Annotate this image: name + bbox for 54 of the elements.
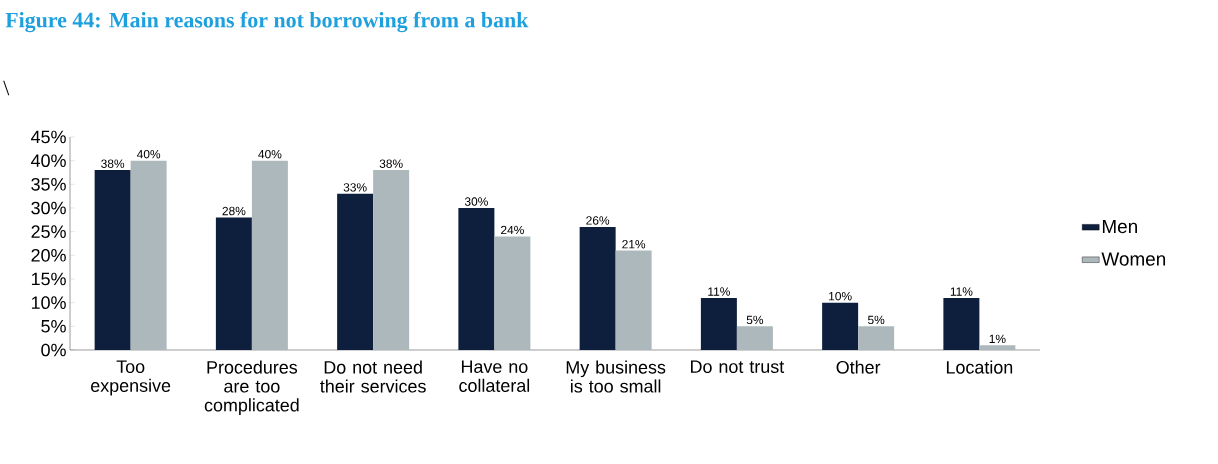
data-label: 11% [950,287,973,296]
bar [579,226,616,350]
y-tick-label: 0% [41,343,66,357]
data-label: 38% [101,159,125,168]
x-tick-label: My business is too small [566,360,666,393]
bar [130,160,167,350]
data-label: 10% [829,291,852,301]
data-label: 30% [464,197,488,206]
chart-title: Figure 44: Main reasons for not borrowing from a bank [5,11,529,33]
bar [736,326,773,350]
data-label: 5% [867,315,885,325]
data-label: 26% [586,216,610,225]
bar [700,297,737,350]
y-tick-label: 25% [31,225,66,238]
bar [251,160,288,350]
y-tick-label: 20% [31,248,66,262]
data-label: 38% [379,159,403,168]
data-label: 24% [501,225,524,235]
x-tick-label: Do not need their services [320,360,426,393]
data-label: 40% [258,150,282,159]
bar [458,207,495,350]
bar [94,170,131,350]
bar [615,250,652,350]
x-tick-label: Do not trust [691,360,785,374]
data-label: 21% [622,239,646,249]
bar [979,345,1016,350]
bar [215,217,252,350]
bar [858,326,895,350]
legend-label: Men [1102,219,1137,234]
y-tick-label: 40% [31,154,66,167]
bar [943,297,980,350]
y-tick-label: 45% [31,130,66,144]
y-tick-label: 5% [41,320,66,333]
data-label: 11% [708,287,730,296]
x-tick-label: Have no collateral [459,360,530,392]
bar [373,170,410,350]
bar [494,236,531,350]
bar [337,193,374,350]
text: \ [3,80,10,96]
y-tick-label: 30% [31,201,66,215]
data-label: 5% [746,315,764,325]
x-tick-label: Procedures are too complicated [204,360,299,416]
data-label: 33% [343,183,367,192]
x-tick-label: Other [836,360,881,374]
legend-label: Women [1101,252,1166,266]
data-label: 28% [222,206,246,216]
data-label: 40% [136,150,161,159]
x-tick-label: Location [946,360,1013,374]
data-label: 1% [989,334,1006,344]
x-tick-label: Too expensive [91,360,171,396]
bar [822,302,859,350]
y-tick-label: 15% [31,272,66,286]
y-tick-label: 10% [31,296,66,309]
y-tick-label: 35% [31,177,66,191]
